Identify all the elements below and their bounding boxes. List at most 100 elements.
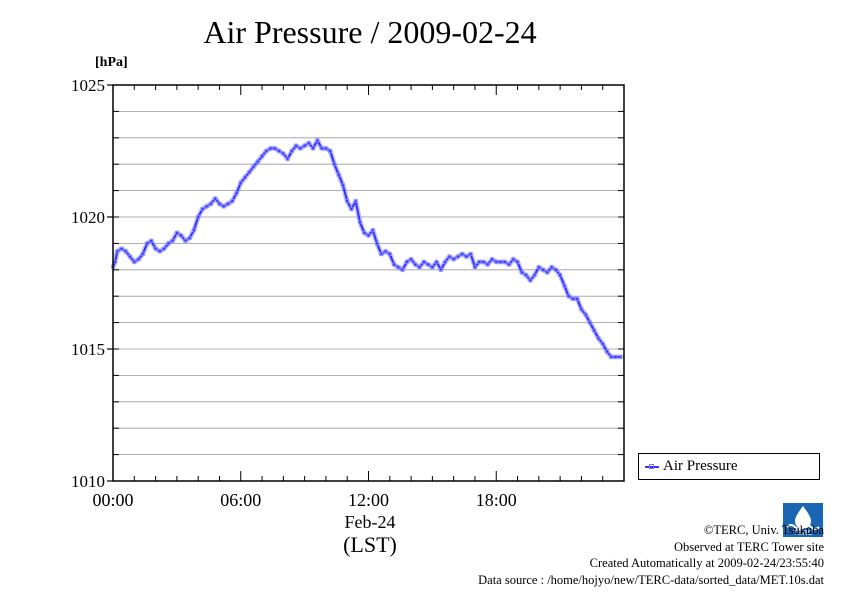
data-point	[477, 259, 482, 264]
data-point	[115, 249, 120, 254]
data-point	[179, 233, 184, 238]
data-point	[609, 355, 614, 359]
data-point	[396, 265, 401, 270]
data-point	[140, 252, 145, 256]
data-point	[315, 138, 320, 143]
data-point	[404, 259, 409, 264]
data-point	[532, 273, 537, 277]
data-point	[583, 312, 588, 317]
data-point	[162, 246, 167, 251]
data-point	[588, 320, 592, 325]
logo-text: TERC	[793, 530, 812, 537]
data-point	[571, 296, 575, 301]
data-point	[379, 252, 384, 256]
y-tick-label: 1010	[71, 472, 105, 491]
data-point	[553, 267, 558, 272]
data-point	[328, 149, 333, 153]
data-point	[375, 241, 379, 246]
data-point	[400, 267, 405, 272]
data-point	[341, 183, 345, 188]
data-point	[128, 254, 132, 259]
data-point	[498, 259, 503, 264]
data-point	[166, 241, 171, 246]
data-point	[485, 262, 490, 267]
data-point	[238, 180, 243, 185]
data-point	[511, 257, 516, 262]
data-point	[294, 143, 299, 148]
data-point	[545, 270, 550, 275]
x-tick-label: 12:00	[348, 490, 389, 510]
terc-logo-icon: TERC	[783, 503, 823, 537]
x-tick-label: 06:00	[220, 490, 261, 510]
series-line	[112, 139, 622, 358]
data-point	[524, 273, 528, 277]
data-point	[575, 296, 580, 301]
data-point	[285, 157, 290, 161]
data-point	[566, 294, 571, 299]
data-point	[132, 259, 137, 264]
data-point	[264, 149, 269, 153]
data-point	[289, 149, 294, 153]
data-point	[443, 259, 448, 264]
data-point	[468, 252, 473, 256]
data-point	[387, 252, 392, 256]
data-point	[217, 201, 222, 206]
footer: ©TERC, Univ. Tsukuba Observed at TERC To…	[478, 522, 824, 588]
footer-created: Created Automatically at 2009-02-24/23:5…	[589, 556, 824, 570]
data-point	[447, 254, 452, 259]
x-tick-label: 00:00	[92, 490, 133, 510]
data-point	[153, 246, 158, 251]
data-point	[579, 307, 584, 312]
footer-observed: Observed at TERC Tower site	[673, 539, 824, 554]
y-tick-label: 1020	[71, 208, 105, 227]
data-point	[187, 236, 192, 241]
axis-ticks	[107, 84, 625, 482]
data-point	[473, 265, 477, 270]
data-point	[353, 199, 358, 204]
data-point	[204, 204, 209, 209]
data-point	[562, 283, 567, 288]
data-point	[170, 238, 175, 243]
y-tick-label: 1025	[71, 76, 105, 95]
data-point	[174, 230, 179, 235]
data-point	[123, 249, 128, 254]
x-tick-label: 18:00	[476, 490, 517, 510]
data-point	[600, 341, 605, 346]
data-point	[345, 199, 350, 204]
x-axis-label: (LST)	[343, 532, 397, 557]
data-point	[426, 262, 431, 267]
series-air-pressure	[110, 137, 624, 360]
data-point	[247, 170, 252, 175]
data-point	[383, 249, 388, 254]
footer-copyright: ©TERC, Univ. Tsukuba	[703, 523, 824, 537]
data-point	[613, 355, 618, 359]
data-point	[277, 149, 281, 153]
data-point	[302, 143, 307, 148]
data-point	[494, 259, 499, 264]
data-point	[464, 254, 469, 259]
data-point	[119, 246, 124, 251]
data-point	[349, 207, 354, 211]
data-point	[536, 265, 541, 270]
data-point	[149, 238, 154, 243]
data-point	[251, 164, 256, 169]
tick-labels: 1010 1015 1020 1025 00:00 06:00 12:00 18:00	[71, 76, 517, 510]
data-point	[434, 259, 439, 264]
data-point	[136, 257, 141, 262]
data-point	[528, 278, 533, 283]
series-halo	[110, 137, 622, 360]
data-point	[417, 265, 422, 270]
data-point	[319, 146, 324, 151]
data-point	[311, 146, 316, 151]
chart-title: Air Pressure / 2009-02-24	[203, 14, 537, 50]
data-point	[605, 349, 609, 354]
legend: Air Pressure	[638, 453, 820, 480]
data-point	[260, 154, 264, 159]
grid-lines	[113, 111, 624, 456]
legend-label: Air Pressure	[663, 458, 738, 474]
data-point	[213, 196, 218, 201]
data-point	[324, 146, 328, 151]
data-point	[221, 204, 226, 209]
data-point	[596, 336, 601, 341]
data-point	[392, 262, 396, 267]
